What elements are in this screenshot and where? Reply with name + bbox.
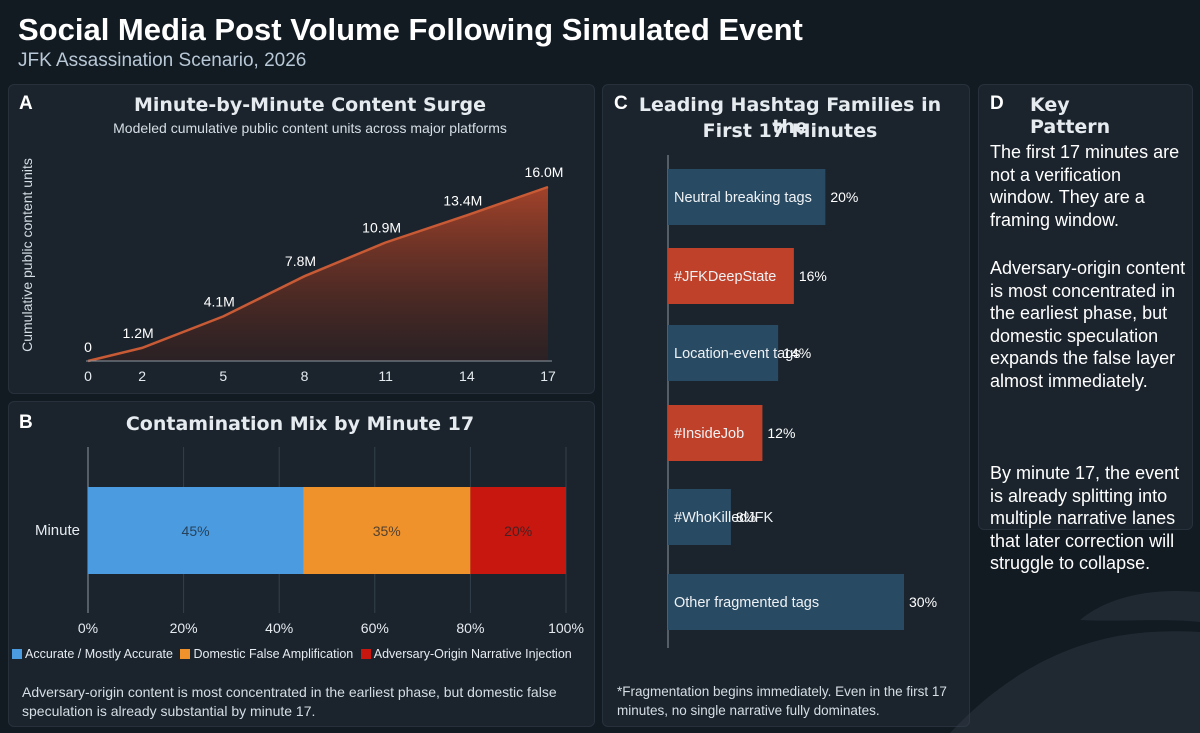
hashtag-bar: [668, 405, 763, 461]
mix-segment: [470, 487, 566, 574]
silhouette-watermark-icon: [950, 590, 1200, 733]
legend-label-domestic: Domestic False Amplification: [193, 647, 354, 661]
mix-legend: Accurate / Mostly Accurate Domestic Fals…: [12, 647, 576, 661]
x-tick-label: 0: [84, 368, 92, 384]
mix-segment: [303, 487, 471, 574]
hashtag-value-label: 12%: [767, 425, 795, 441]
page-title: Social Media Post Volume Following Simul…: [18, 12, 803, 47]
x-tick-label: 0%: [78, 620, 98, 636]
hashtag-bar: [668, 169, 826, 225]
panel-b-footnote: Adversary-origin content is most concent…: [22, 684, 557, 719]
data-label: 1.2M: [123, 325, 154, 341]
legend-label-adversary: Adversary-Origin Narrative Injection: [373, 647, 572, 661]
surge-line: [87, 185, 549, 363]
panel-c-title-line1: Leading Hashtag Families in the: [638, 94, 942, 138]
category-label: Minute: [35, 522, 80, 539]
x-tick-label: 100%: [548, 620, 584, 636]
key-pattern-paragraph-2: Adversary-origin content is most concent…: [990, 258, 1186, 391]
legend-label-accurate: Accurate / Mostly Accurate: [25, 647, 173, 661]
segment-label: 20%: [504, 523, 532, 539]
hashtag-bar: [668, 325, 779, 381]
legend-swatch-domestic: [180, 649, 191, 659]
hashtag-label: #JFKDeepState: [674, 269, 776, 285]
hashtag-label: #WhoKilledJFK: [674, 510, 773, 526]
hashtag-value-label: 8%: [736, 509, 756, 525]
panel-a-title: Minute-by-Minute Content Surge: [133, 94, 487, 116]
x-tick-label: 20%: [170, 620, 198, 636]
y-axis-label: Cumulative public content units: [19, 158, 35, 352]
hashtag-bar: [668, 574, 904, 630]
panel-d-label: D: [990, 93, 1004, 114]
key-pattern-paragraph-1: The first 17 minutes are not a verificat…: [990, 142, 1180, 230]
hashtag-bar: [668, 248, 794, 304]
panel-a-label: A: [19, 93, 33, 114]
legend-item-adversary: Adversary-Origin Narrative Injection: [360, 647, 572, 661]
x-tick-label: 8: [301, 368, 309, 384]
hashtag-label: Location-event tags: [674, 346, 801, 362]
panel-c-title-line2: First 17 Minutes: [702, 120, 878, 142]
legend-swatch-adversary: [360, 649, 371, 659]
x-tick-label: 2: [138, 368, 146, 384]
panel-c-footnote: *Fragmentation begins immediately. Even …: [617, 684, 947, 718]
data-label: 16.0M: [525, 164, 564, 180]
panel-a-subtitle: Modeled cumulative public content units …: [113, 120, 507, 136]
x-tick-label: 17: [540, 368, 556, 384]
hashtag-value-label: 14%: [783, 345, 811, 361]
mix-segment: [88, 487, 304, 574]
hashtag-label: Neutral breaking tags: [674, 190, 812, 206]
data-label: 13.4M: [443, 192, 482, 208]
hashtag-label: #InsideJob: [674, 426, 744, 442]
x-tick-label: 11: [378, 368, 393, 384]
panel-d-title: Key Pattern: [1030, 94, 1111, 138]
hashtag-bar-chart: Neutral breaking tags 20% #JFKDeepState 16%…: [667, 155, 937, 648]
legend-item-domestic: Domestic False Amplification: [180, 647, 353, 661]
hashtag-value-label: 16%: [799, 268, 827, 284]
segment-label: 35%: [373, 523, 401, 539]
key-pattern-paragraph-3: By minute 17, the event is already split…: [990, 463, 1180, 573]
page-subtitle: JFK Assassination Scenario, 2026: [18, 50, 307, 71]
x-tick-label: 80%: [456, 620, 484, 636]
x-tick-label: 5: [219, 368, 227, 384]
legend-item-accurate: Accurate / Mostly Accurate: [12, 647, 173, 661]
data-label: 10.9M: [362, 219, 401, 235]
hashtag-label: Other fragmented tags: [674, 595, 819, 611]
hashtag-value-label: 20%: [830, 189, 858, 205]
x-tick-label: 40%: [265, 620, 293, 636]
panel-b-label: B: [19, 412, 33, 433]
surge-area: [88, 187, 548, 361]
data-label: 0: [84, 339, 92, 355]
segment-label: 45%: [182, 523, 210, 539]
x-tick-label: 60%: [361, 620, 389, 636]
x-tick-label: 14: [459, 368, 475, 384]
hashtag-bar: [668, 489, 731, 545]
legend-swatch-accurate: [12, 649, 22, 659]
contamination-bar-chart: 0% 20% 40% 60% 80% 100% Minute 45% 35% 20%: [35, 447, 584, 636]
panel-c-label: C: [614, 93, 628, 114]
panel-b-title: Contamination Mix by Minute 17: [125, 413, 475, 435]
panel-d: [978, 84, 1193, 530]
hashtag-value-label: 30%: [909, 594, 937, 610]
surge-area-chart: Cumulative public content units 0 0 2 1.2M 5…: [19, 158, 564, 384]
data-label: 7.8M: [285, 253, 316, 269]
data-label: 4.1M: [204, 293, 235, 309]
